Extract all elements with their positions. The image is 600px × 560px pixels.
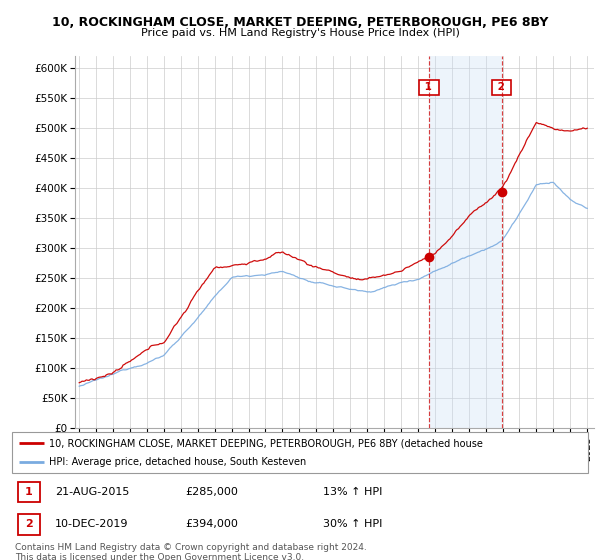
Text: 1: 1 xyxy=(421,82,436,92)
Text: 1: 1 xyxy=(25,487,32,497)
Text: 30% ↑ HPI: 30% ↑ HPI xyxy=(323,519,382,529)
Bar xyxy=(429,56,502,428)
FancyBboxPatch shape xyxy=(18,514,40,535)
Text: Contains HM Land Registry data © Crown copyright and database right 2024.
This d: Contains HM Land Registry data © Crown c… xyxy=(15,543,367,560)
FancyBboxPatch shape xyxy=(12,432,588,473)
Text: 2: 2 xyxy=(494,82,509,92)
Text: 13% ↑ HPI: 13% ↑ HPI xyxy=(323,487,382,497)
Text: 10, ROCKINGHAM CLOSE, MARKET DEEPING, PETERBOROUGH, PE6 8BY: 10, ROCKINGHAM CLOSE, MARKET DEEPING, PE… xyxy=(52,16,548,29)
Text: 21-AUG-2015: 21-AUG-2015 xyxy=(55,487,130,497)
Text: £394,000: £394,000 xyxy=(185,519,238,529)
Text: Price paid vs. HM Land Registry's House Price Index (HPI): Price paid vs. HM Land Registry's House … xyxy=(140,28,460,38)
Text: £285,000: £285,000 xyxy=(185,487,238,497)
Text: 10, ROCKINGHAM CLOSE, MARKET DEEPING, PETERBOROUGH, PE6 8BY (detached house: 10, ROCKINGHAM CLOSE, MARKET DEEPING, PE… xyxy=(49,438,484,448)
Text: 10-DEC-2019: 10-DEC-2019 xyxy=(55,519,128,529)
Text: 2: 2 xyxy=(25,519,32,529)
Text: HPI: Average price, detached house, South Kesteven: HPI: Average price, detached house, Sout… xyxy=(49,457,307,467)
FancyBboxPatch shape xyxy=(18,482,40,502)
